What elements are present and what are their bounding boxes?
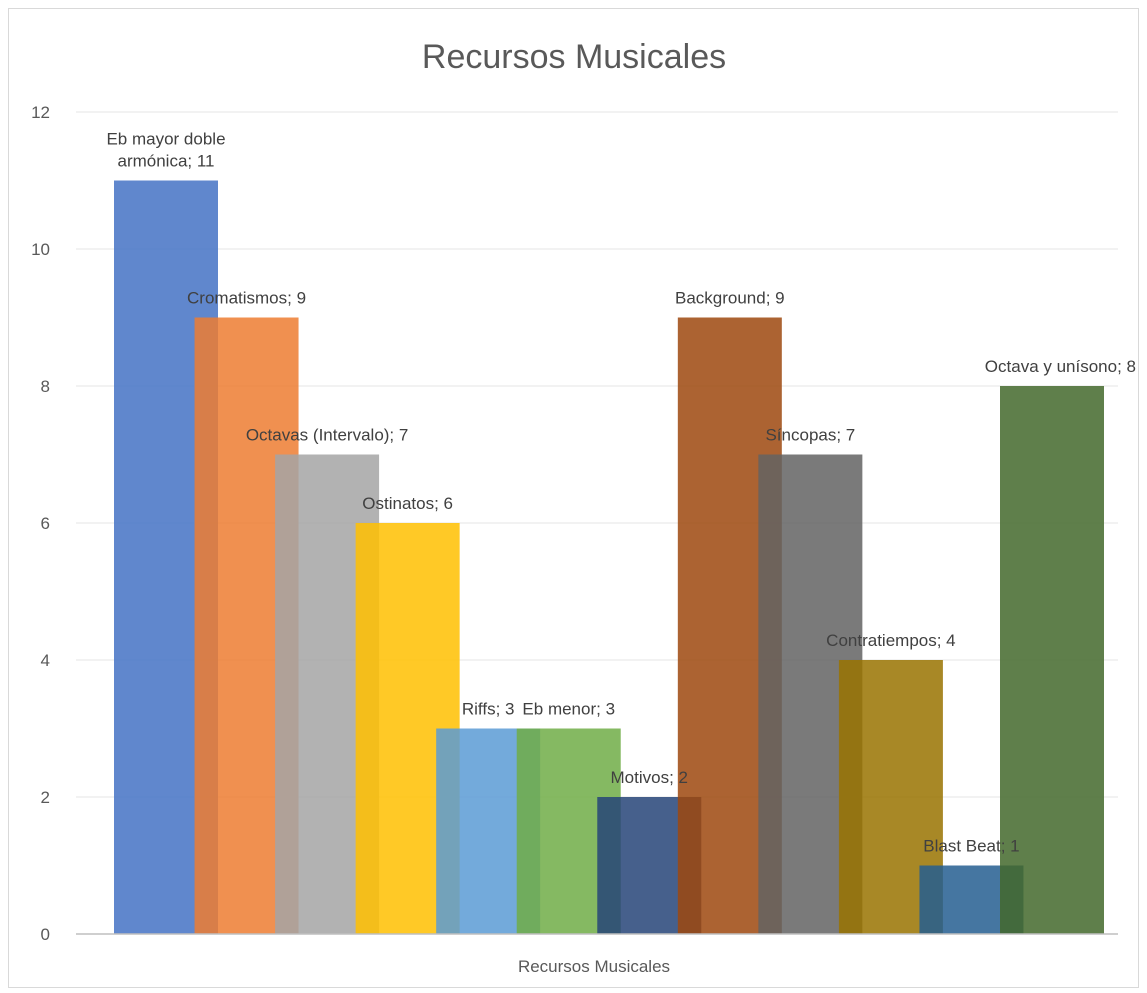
bars xyxy=(114,180,1104,934)
x-category-label: Recursos Musicales xyxy=(518,957,670,976)
data-label: armónica; 11 xyxy=(117,152,214,171)
data-label: Eb menor; 3 xyxy=(522,700,615,719)
y-tick-label: 6 xyxy=(41,514,50,533)
y-tick-label: 2 xyxy=(41,788,50,807)
y-tick-label: 8 xyxy=(41,377,50,396)
y-tick-label: 4 xyxy=(41,651,50,670)
data-label: Síncopas; 7 xyxy=(765,426,855,445)
bar xyxy=(1000,386,1104,934)
y-tick-label: 0 xyxy=(41,925,50,944)
data-label: Blast Beat; 1 xyxy=(923,837,1019,856)
data-label: Riffs; 3 xyxy=(462,700,515,719)
chart-title: Recursos Musicales xyxy=(422,38,726,76)
data-label: Background; 9 xyxy=(675,289,785,308)
data-label: Cromatismos; 9 xyxy=(187,289,306,308)
y-axis-ticks: 0 2 4 6 8 10 12 xyxy=(31,103,50,944)
data-label: Octavas (Intervalo); 7 xyxy=(246,426,409,445)
data-label: Ostinatos; 6 xyxy=(362,494,453,513)
data-label: Eb mayor doble xyxy=(106,130,225,149)
data-label: Contratiempos; 4 xyxy=(826,631,955,650)
data-labels: Eb mayor doble armónica; 11 Cromatismos; 9… xyxy=(106,130,1136,856)
y-tick-label: 10 xyxy=(31,240,50,259)
data-label: Octava y unísono; 8 xyxy=(985,357,1136,376)
y-tick-label: 12 xyxy=(31,103,50,122)
data-label: Motivos; 2 xyxy=(611,768,688,787)
